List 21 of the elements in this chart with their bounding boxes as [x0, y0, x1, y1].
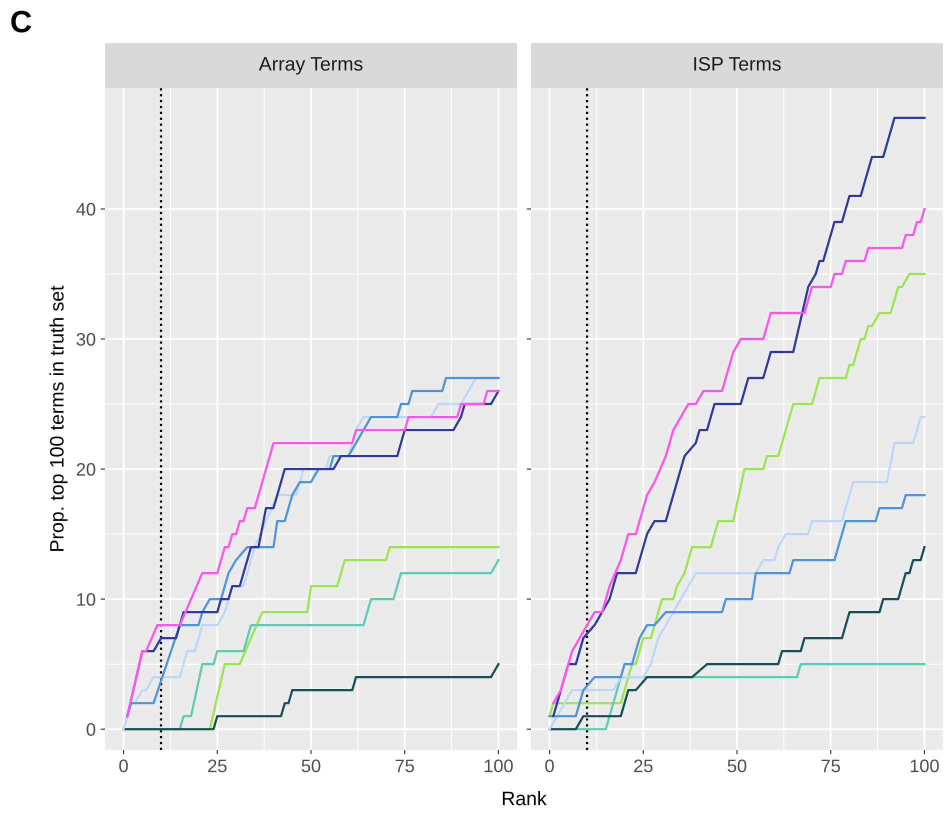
chart-title: ISP Terms: [694, 56, 781, 71]
x-tick-label: 25: [634, 760, 653, 772]
x-tick-label: 100: [910, 760, 939, 772]
x-tick-label: 50: [728, 760, 746, 772]
y-tick-label: 30: [76, 332, 96, 346]
x-tick-label: 0: [545, 760, 554, 772]
x-tick-label: 100: [484, 760, 513, 772]
line-series: [122, 663, 500, 730]
y-tick-label: 20: [76, 463, 96, 476]
x-tick-label: 75: [396, 760, 414, 772]
x-tick-label: 25: [208, 760, 227, 772]
chart-title: Array Terms: [258, 57, 363, 75]
y-axis-title: Prop. top 100 terms in truth set: [49, 286, 68, 551]
y-tick-label: 10: [77, 593, 96, 606]
x-tick-label: 75: [822, 760, 840, 772]
x-tick-label: 0: [119, 760, 128, 772]
text: C: [11, 10, 32, 32]
y-tick-label: 40: [76, 202, 96, 216]
x-axis-title: Rank: [502, 791, 547, 806]
x-tick-label: 50: [302, 760, 320, 772]
y-tick-label: 0: [86, 723, 96, 736]
